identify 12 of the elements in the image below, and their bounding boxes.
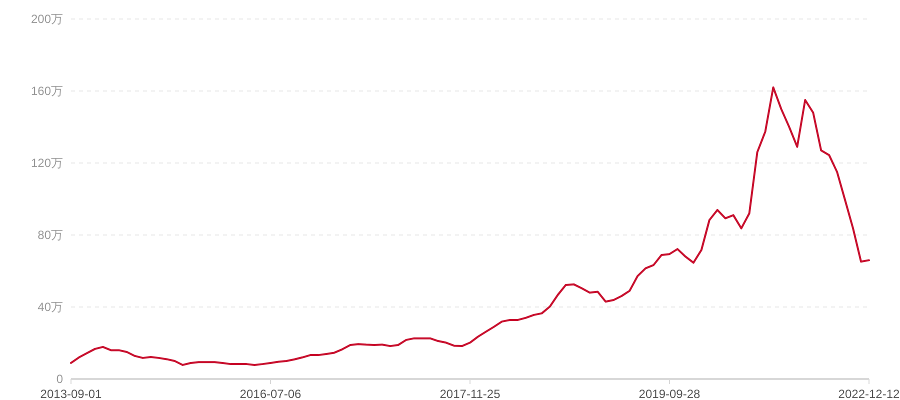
y-tick-label: 80万 xyxy=(38,228,63,242)
y-tick-label: 200万 xyxy=(30,12,63,26)
y-tick-label: 120万 xyxy=(30,156,63,170)
y-tick-label: 40万 xyxy=(38,300,63,314)
x-tick-label: 2022-12-12 xyxy=(838,387,900,400)
x-tick-label: 2019-09-28 xyxy=(638,387,701,400)
x-tick-label: 2017-11-25 xyxy=(440,387,501,400)
y-tick-label: 160万 xyxy=(30,84,63,98)
x-tick-label: 2016-07-06 xyxy=(240,387,302,400)
x-tick-label: 2013-09-01 xyxy=(40,387,102,400)
line-series xyxy=(70,86,870,366)
y-tick-label: 0 xyxy=(56,372,64,386)
